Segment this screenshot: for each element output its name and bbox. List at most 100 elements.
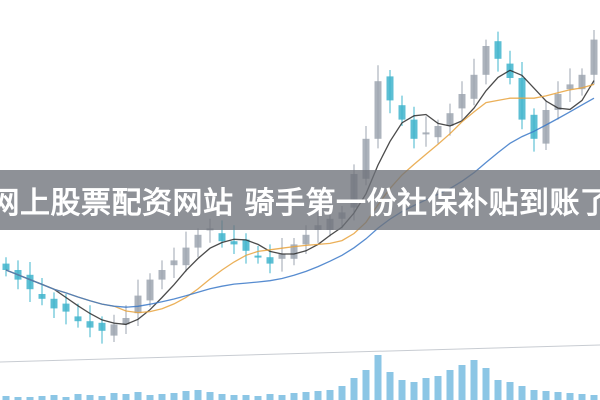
candle-body <box>194 234 202 248</box>
volume-bar <box>206 392 214 400</box>
volume-bar <box>86 395 94 400</box>
candle-body <box>242 239 250 251</box>
volume-bar <box>518 386 526 400</box>
candle-body <box>134 295 142 314</box>
volume-bar <box>26 397 34 400</box>
candle-body <box>302 234 310 245</box>
candle-body <box>158 270 166 280</box>
candle-body <box>362 138 370 179</box>
volume-bar <box>494 380 502 400</box>
volume-bar <box>398 380 406 400</box>
candle-body <box>278 254 286 259</box>
candle-body <box>86 321 94 328</box>
volume-bar <box>338 386 346 400</box>
candle-body <box>386 76 394 101</box>
volume-bar <box>254 396 262 400</box>
volume-bar <box>134 392 142 400</box>
volume-bar <box>110 393 118 400</box>
candle-body <box>542 110 550 144</box>
candle-body <box>50 298 58 309</box>
ma20-line <box>5 97 595 308</box>
candle-body <box>230 241 238 245</box>
candle-body <box>98 322 106 331</box>
volume-bar <box>170 393 178 400</box>
volume-bar <box>362 370 370 400</box>
candle-body <box>26 274 34 290</box>
volume-bar <box>14 397 22 400</box>
candle-body <box>494 41 502 59</box>
moving-average-lines <box>5 69 595 326</box>
candle-body <box>482 46 490 75</box>
candle-body <box>434 126 442 138</box>
volume-bar <box>218 394 226 400</box>
candle-body <box>74 316 82 322</box>
candle-body <box>62 303 70 312</box>
volume-bar <box>458 365 466 400</box>
volume-bar <box>542 391 550 400</box>
volume-bar <box>50 395 58 400</box>
candle-body <box>110 324 118 336</box>
candle-body <box>422 132 430 135</box>
volume-bar <box>434 376 442 400</box>
volume-bar <box>194 390 202 400</box>
volume-bar <box>266 394 274 400</box>
candle-body <box>578 74 586 90</box>
volume-bar <box>290 393 298 400</box>
volume-bar <box>314 391 322 400</box>
candle-body <box>254 255 262 258</box>
candle-body <box>470 74 478 99</box>
volume-bar <box>554 392 562 400</box>
volume-bar <box>146 395 154 400</box>
candle-body <box>266 257 274 264</box>
candle-body <box>410 119 418 139</box>
volume-bars <box>2 355 598 400</box>
candle-body <box>446 113 454 126</box>
candle-body <box>374 81 382 139</box>
candle-body <box>554 94 562 110</box>
candle-body <box>2 263 10 270</box>
volume-bar <box>506 382 514 400</box>
volume-bar <box>278 395 286 400</box>
volume-bar <box>242 395 250 400</box>
volume-bar <box>122 394 130 400</box>
volume-bar <box>410 382 418 400</box>
ma5-line <box>5 69 595 326</box>
volume-bar <box>98 396 106 400</box>
volume-bar <box>158 394 166 400</box>
candle-body <box>218 233 226 242</box>
title-banner: 网上股票配资网站 骑手第一份社保补贴到账了 <box>0 170 600 230</box>
volume-bar <box>386 372 394 400</box>
volume-bar <box>62 397 70 400</box>
candle-body <box>290 244 298 259</box>
volume-bar <box>2 396 10 400</box>
candle-body <box>146 279 154 301</box>
candle-body <box>122 318 130 325</box>
volume-bar <box>590 395 598 400</box>
banner-title: 网上股票配资网站 骑手第一份社保补贴到账了 <box>0 186 600 221</box>
volume-bar <box>350 378 358 400</box>
volume-bar <box>326 390 334 400</box>
candle-body <box>530 114 538 139</box>
volume-bar <box>422 378 430 400</box>
volume-bar <box>566 393 574 400</box>
candle-body <box>182 247 190 266</box>
volume-bar <box>530 390 538 400</box>
candle-body <box>458 94 466 109</box>
volume-baseline <box>0 344 600 363</box>
candle-body <box>566 84 574 90</box>
candles <box>2 30 598 344</box>
volume-bar <box>470 360 478 400</box>
volume-bar <box>374 355 382 400</box>
candle-body <box>38 294 46 299</box>
candle-body <box>398 105 406 120</box>
volume-bar <box>446 370 454 400</box>
volume-bar <box>302 392 310 400</box>
volume-bar <box>182 391 190 400</box>
volume-bar <box>482 368 490 400</box>
volume-bar <box>74 394 82 400</box>
volume-bar <box>578 394 586 400</box>
candle-body <box>590 39 598 75</box>
candle-body <box>170 260 178 266</box>
volume-bar <box>230 395 238 400</box>
